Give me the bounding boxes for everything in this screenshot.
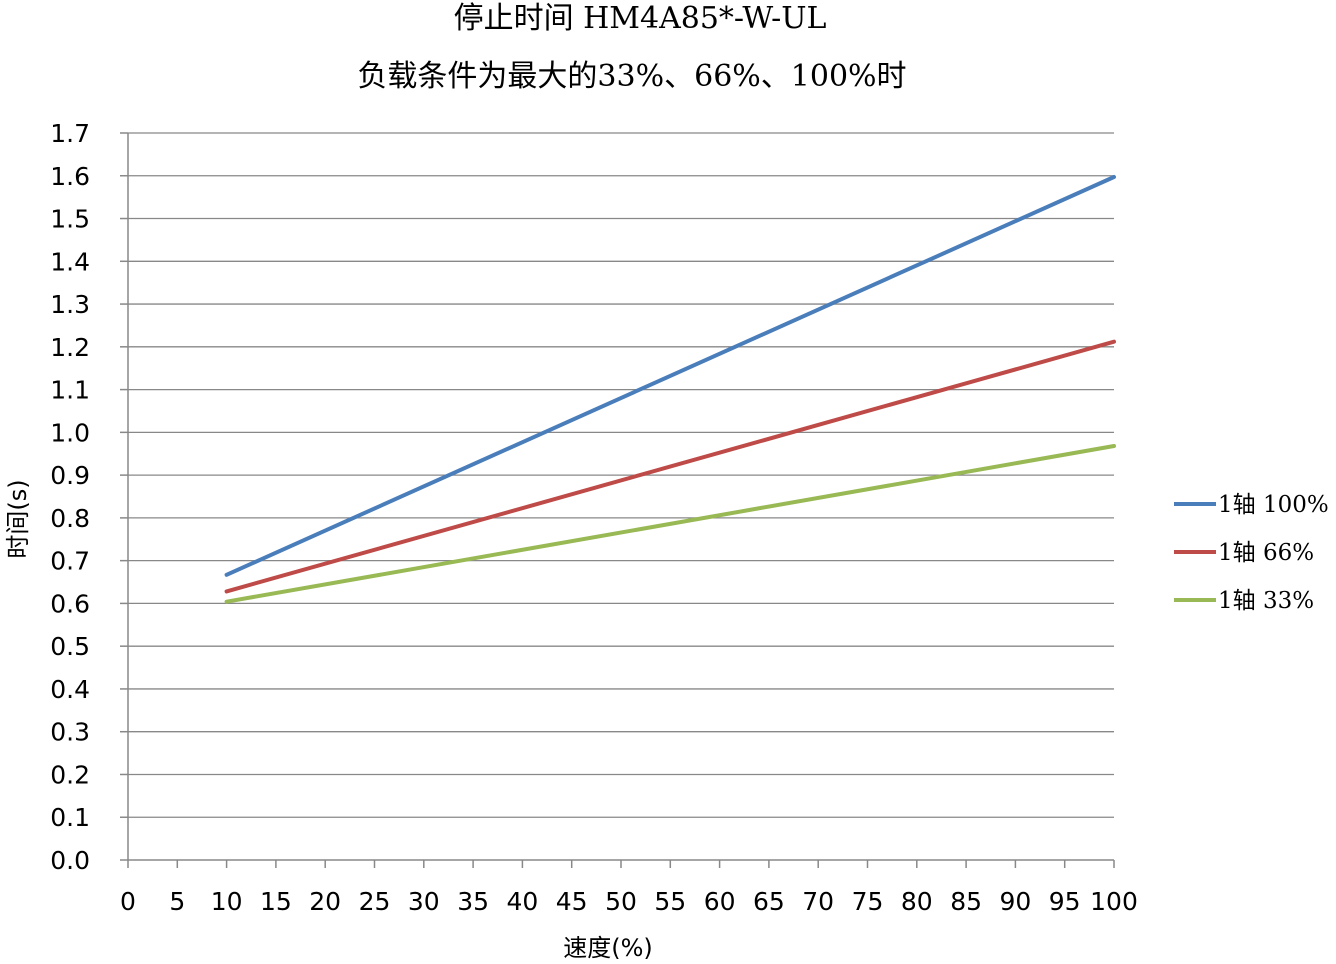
x-tick-label: 70 — [802, 887, 834, 916]
x-tick-label: 35 — [457, 887, 489, 916]
x-tick-label: 65 — [753, 887, 785, 916]
y-tick-label: 0.9 — [50, 461, 90, 490]
x-tick-label: 0 — [120, 887, 136, 916]
y-tick-label: 0.0 — [50, 846, 90, 875]
x-tick-label: 15 — [260, 887, 292, 916]
x-tick-label: 20 — [309, 887, 341, 916]
legend: 1轴 100% 1轴 66% 1轴 33% — [1174, 492, 1329, 614]
y-tick-label: 0.2 — [50, 760, 90, 789]
y-tick-label: 1.7 — [50, 119, 90, 148]
x-tick-label: 75 — [852, 887, 884, 916]
legend-label-1: 1轴 66% — [1218, 540, 1314, 566]
axes: 0.0 0.1 0.2 0.3 0.4 0.5 0.6 0.7 0.8 0.9 1.0 1.1 1.2 1… — [50, 119, 1138, 916]
x-tick-label: 90 — [999, 887, 1031, 916]
x-axis-label: 速度(%) — [563, 934, 653, 962]
series-line-2 — [224, 444, 1116, 604]
x-tick-label: 85 — [950, 887, 982, 916]
x-tick-label: 55 — [654, 887, 686, 916]
y-tick-label: 0.1 — [50, 803, 90, 832]
chart-title: 停止时间 HM4A85*-W-UL — [454, 1, 827, 36]
y-tick-label: 1.4 — [50, 247, 90, 276]
y-tick-label: 1.2 — [50, 333, 90, 362]
x-tick-label: 95 — [1049, 887, 1081, 916]
y-axis-label: 时间(s) — [4, 479, 32, 558]
series-lines — [224, 175, 1116, 604]
y-tick-label: 0.3 — [50, 718, 90, 747]
y-tick-label: 1.0 — [50, 418, 90, 447]
y-tick-label: 1.1 — [50, 376, 90, 405]
y-tick-label: 0.4 — [50, 675, 90, 704]
y-tick-label: 1.3 — [50, 290, 90, 319]
gridlines — [128, 132, 1114, 818]
x-tick-label: 5 — [169, 887, 185, 916]
x-tick-label: 40 — [506, 887, 538, 916]
x-tick-label: 30 — [408, 887, 440, 916]
x-tick-label: 60 — [704, 887, 736, 916]
x-tick-label: 25 — [359, 887, 391, 916]
series-line-1 — [224, 339, 1116, 594]
y-tick-label: 0.8 — [50, 504, 90, 533]
x-tick-label: 45 — [556, 887, 588, 916]
chart-subtitle: 负载条件为最大的33%、66%、100%时 — [357, 59, 906, 94]
series-line-0 — [224, 175, 1116, 577]
y-tick-label: 0.7 — [50, 547, 90, 576]
x-tick-label: 80 — [901, 887, 933, 916]
y-tick-label: 1.6 — [50, 162, 90, 191]
x-tick-label: 100 — [1090, 887, 1138, 916]
y-tick-label: 1.5 — [50, 205, 90, 234]
x-tick-label: 50 — [605, 887, 637, 916]
y-tick-label: 0.5 — [50, 632, 90, 661]
legend-label-0: 1轴 100% — [1218, 492, 1329, 518]
x-tick-label: 10 — [211, 887, 243, 916]
y-tick-label: 0.6 — [50, 589, 90, 618]
legend-label-2: 1轴 33% — [1218, 588, 1314, 614]
